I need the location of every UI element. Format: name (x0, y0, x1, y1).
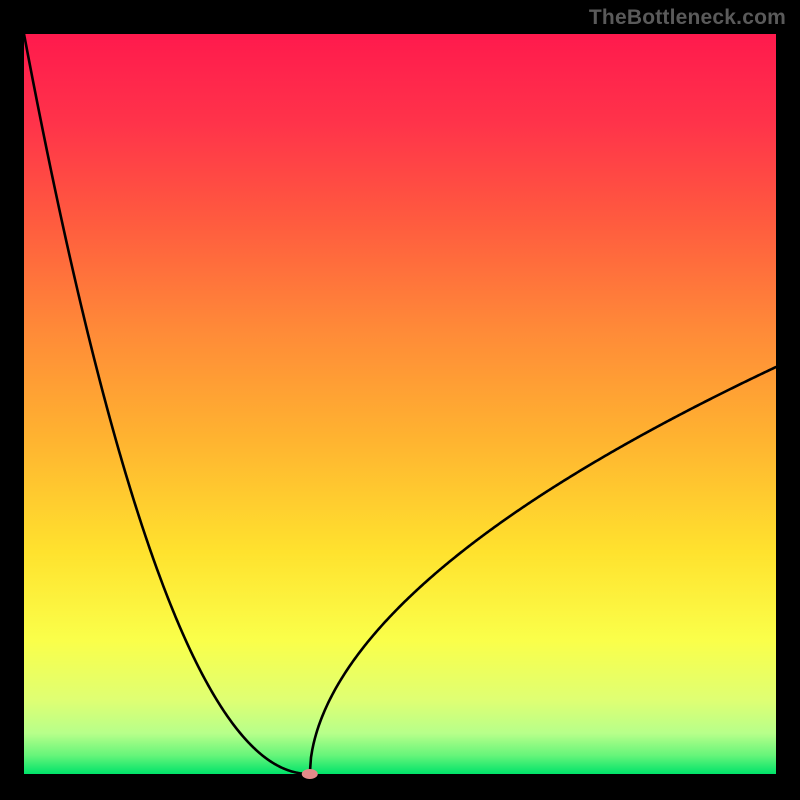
watermark-text: TheBottleneck.com (589, 6, 786, 30)
plot-background (24, 34, 776, 774)
minimum-marker (302, 769, 318, 779)
bottleneck-curve-chart (0, 0, 800, 800)
